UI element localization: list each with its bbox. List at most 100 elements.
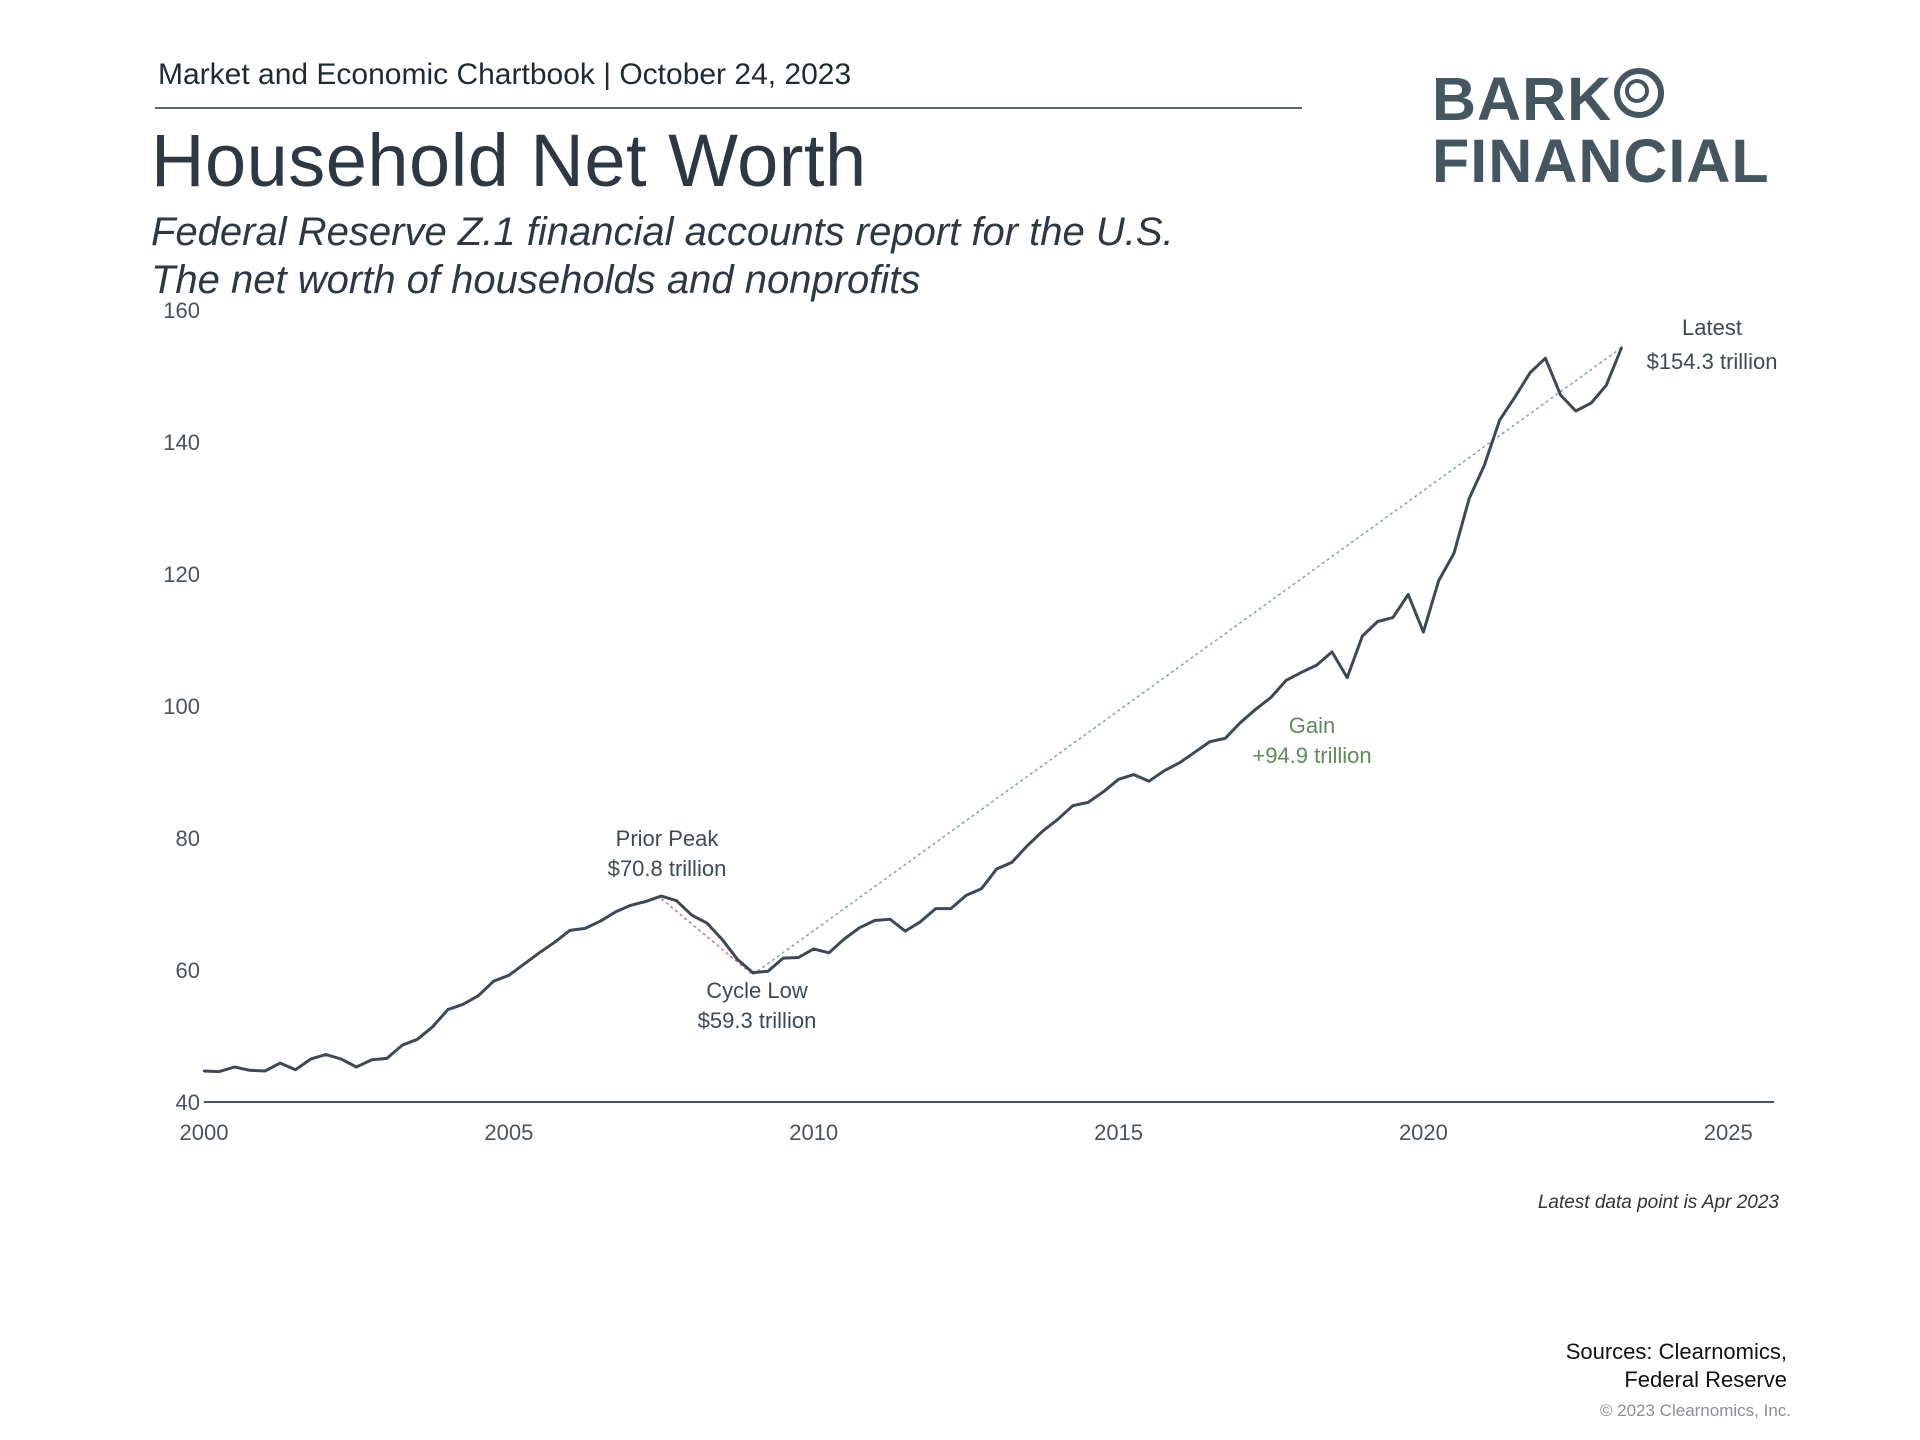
sources-credit: Sources: Clearnomics, Federal Reserve <box>1566 1338 1787 1394</box>
x-tick-label: 2015 <box>1094 1120 1143 1145</box>
data-point <box>1025 844 1029 848</box>
data-point <box>1467 497 1471 500</box>
data-point <box>1483 463 1486 467</box>
latest-data-note: Latest data point is Apr 2023 <box>1537 1192 1779 1213</box>
data-point <box>461 1003 465 1006</box>
data-point <box>1376 620 1379 623</box>
data-point <box>644 900 648 903</box>
sources-line-1: Sources: Clearnomics, <box>1565 1339 1787 1364</box>
data-point <box>1544 357 1547 360</box>
data-point <box>1269 696 1273 699</box>
data-point <box>233 1065 236 1069</box>
brand-logo: BARK FINANCIAL <box>1432 68 1770 192</box>
x-axis: 2000 2005 2010 2015 2020 2025 <box>180 1101 1774 1145</box>
data-point <box>1208 740 1212 743</box>
copyright-notice: © 2023 Clearnomics, Inc. <box>1599 1401 1791 1420</box>
data-point <box>538 951 541 954</box>
data-point <box>1620 346 1623 349</box>
data-point <box>263 1069 267 1073</box>
logo-text-line-2: FINANCIAL <box>1432 127 1770 195</box>
data-point <box>1452 552 1456 555</box>
data-point <box>522 962 526 966</box>
sources-line-2: Federal Reserve <box>1624 1367 1787 1392</box>
data-point <box>355 1065 358 1069</box>
decline-connector <box>660 898 754 976</box>
data-point <box>721 938 724 941</box>
data-point <box>248 1069 251 1072</box>
prior-peak-label-line-1: Prior Peak <box>616 826 720 851</box>
data-point <box>1102 790 1105 793</box>
data-point <box>1300 671 1303 674</box>
data-point <box>1239 721 1242 724</box>
x-tick-label: 2000 <box>180 1120 229 1145</box>
data-point <box>888 918 892 921</box>
data-point <box>690 914 693 917</box>
data-point <box>583 927 587 930</box>
data-point <box>949 907 953 910</box>
gain-label-line-1: Gain <box>1289 713 1335 738</box>
data-point <box>416 1038 419 1041</box>
data-point <box>1330 650 1334 654</box>
data-point <box>279 1061 282 1065</box>
data-point <box>1574 409 1578 413</box>
header-divider <box>155 107 1302 109</box>
data-point <box>904 929 907 933</box>
data-point <box>1086 801 1090 804</box>
data-point <box>1010 861 1014 864</box>
data-point <box>980 887 983 890</box>
chart-annotations: Prior Peak $70.8 trillion Cycle Low $59.3 t… <box>608 315 1778 1033</box>
data-point <box>294 1068 297 1071</box>
data-point <box>1346 676 1349 679</box>
subtitle-line-1: Federal Reserve Z.1 financial accounts r… <box>151 210 1174 254</box>
data-point <box>218 1070 221 1073</box>
data-point <box>202 1069 206 1073</box>
data-point <box>1178 761 1181 764</box>
data-point <box>401 1044 404 1047</box>
series-line <box>203 347 1623 1074</box>
data-point <box>934 907 937 910</box>
logo-ring-icon <box>1614 68 1665 118</box>
data-point <box>1254 708 1257 711</box>
latest-label-line-2: $154.3 trillion <box>1647 349 1778 374</box>
data-point <box>492 980 495 983</box>
data-point <box>1361 634 1364 638</box>
data-point <box>1132 773 1136 776</box>
y-tick-label: 100 <box>163 694 200 719</box>
data-point <box>1589 401 1593 405</box>
data-point <box>614 910 617 914</box>
data-point <box>477 994 480 997</box>
data-point <box>599 920 602 923</box>
data-point <box>812 947 815 951</box>
data-point <box>675 899 678 902</box>
x-tick-label: 2005 <box>484 1120 533 1145</box>
data-point <box>507 974 511 977</box>
data-point <box>827 951 831 954</box>
data-point <box>766 970 770 973</box>
data-point <box>995 867 998 871</box>
data-point <box>568 929 571 932</box>
data-point <box>964 894 968 897</box>
data-point <box>1193 751 1197 754</box>
data-point <box>736 958 739 961</box>
data-point <box>1407 593 1410 596</box>
data-point <box>1117 778 1120 781</box>
y-tick-label: 140 <box>163 430 200 455</box>
x-tick-label: 2025 <box>1704 1120 1753 1145</box>
data-point <box>782 956 785 960</box>
page-title: Household Net Worth <box>151 119 867 202</box>
data-point <box>1513 395 1517 399</box>
data-point <box>1056 818 1059 821</box>
data-point <box>1437 579 1440 582</box>
gain-connector <box>752 347 1623 976</box>
data-point <box>660 894 663 898</box>
data-point <box>385 1057 389 1060</box>
data-point <box>553 941 556 944</box>
net-worth-series <box>202 346 1623 1074</box>
y-tick-label: 60 <box>176 958 200 983</box>
latest-label-line-1: Latest <box>1682 315 1742 340</box>
data-point <box>1315 663 1318 667</box>
y-axis: 40 60 80 100 120 140 160 <box>163 298 200 1115</box>
cycle-low-label-line-2: $59.3 trillion <box>698 1008 817 1033</box>
data-point <box>324 1053 328 1056</box>
data-point <box>1559 393 1562 397</box>
